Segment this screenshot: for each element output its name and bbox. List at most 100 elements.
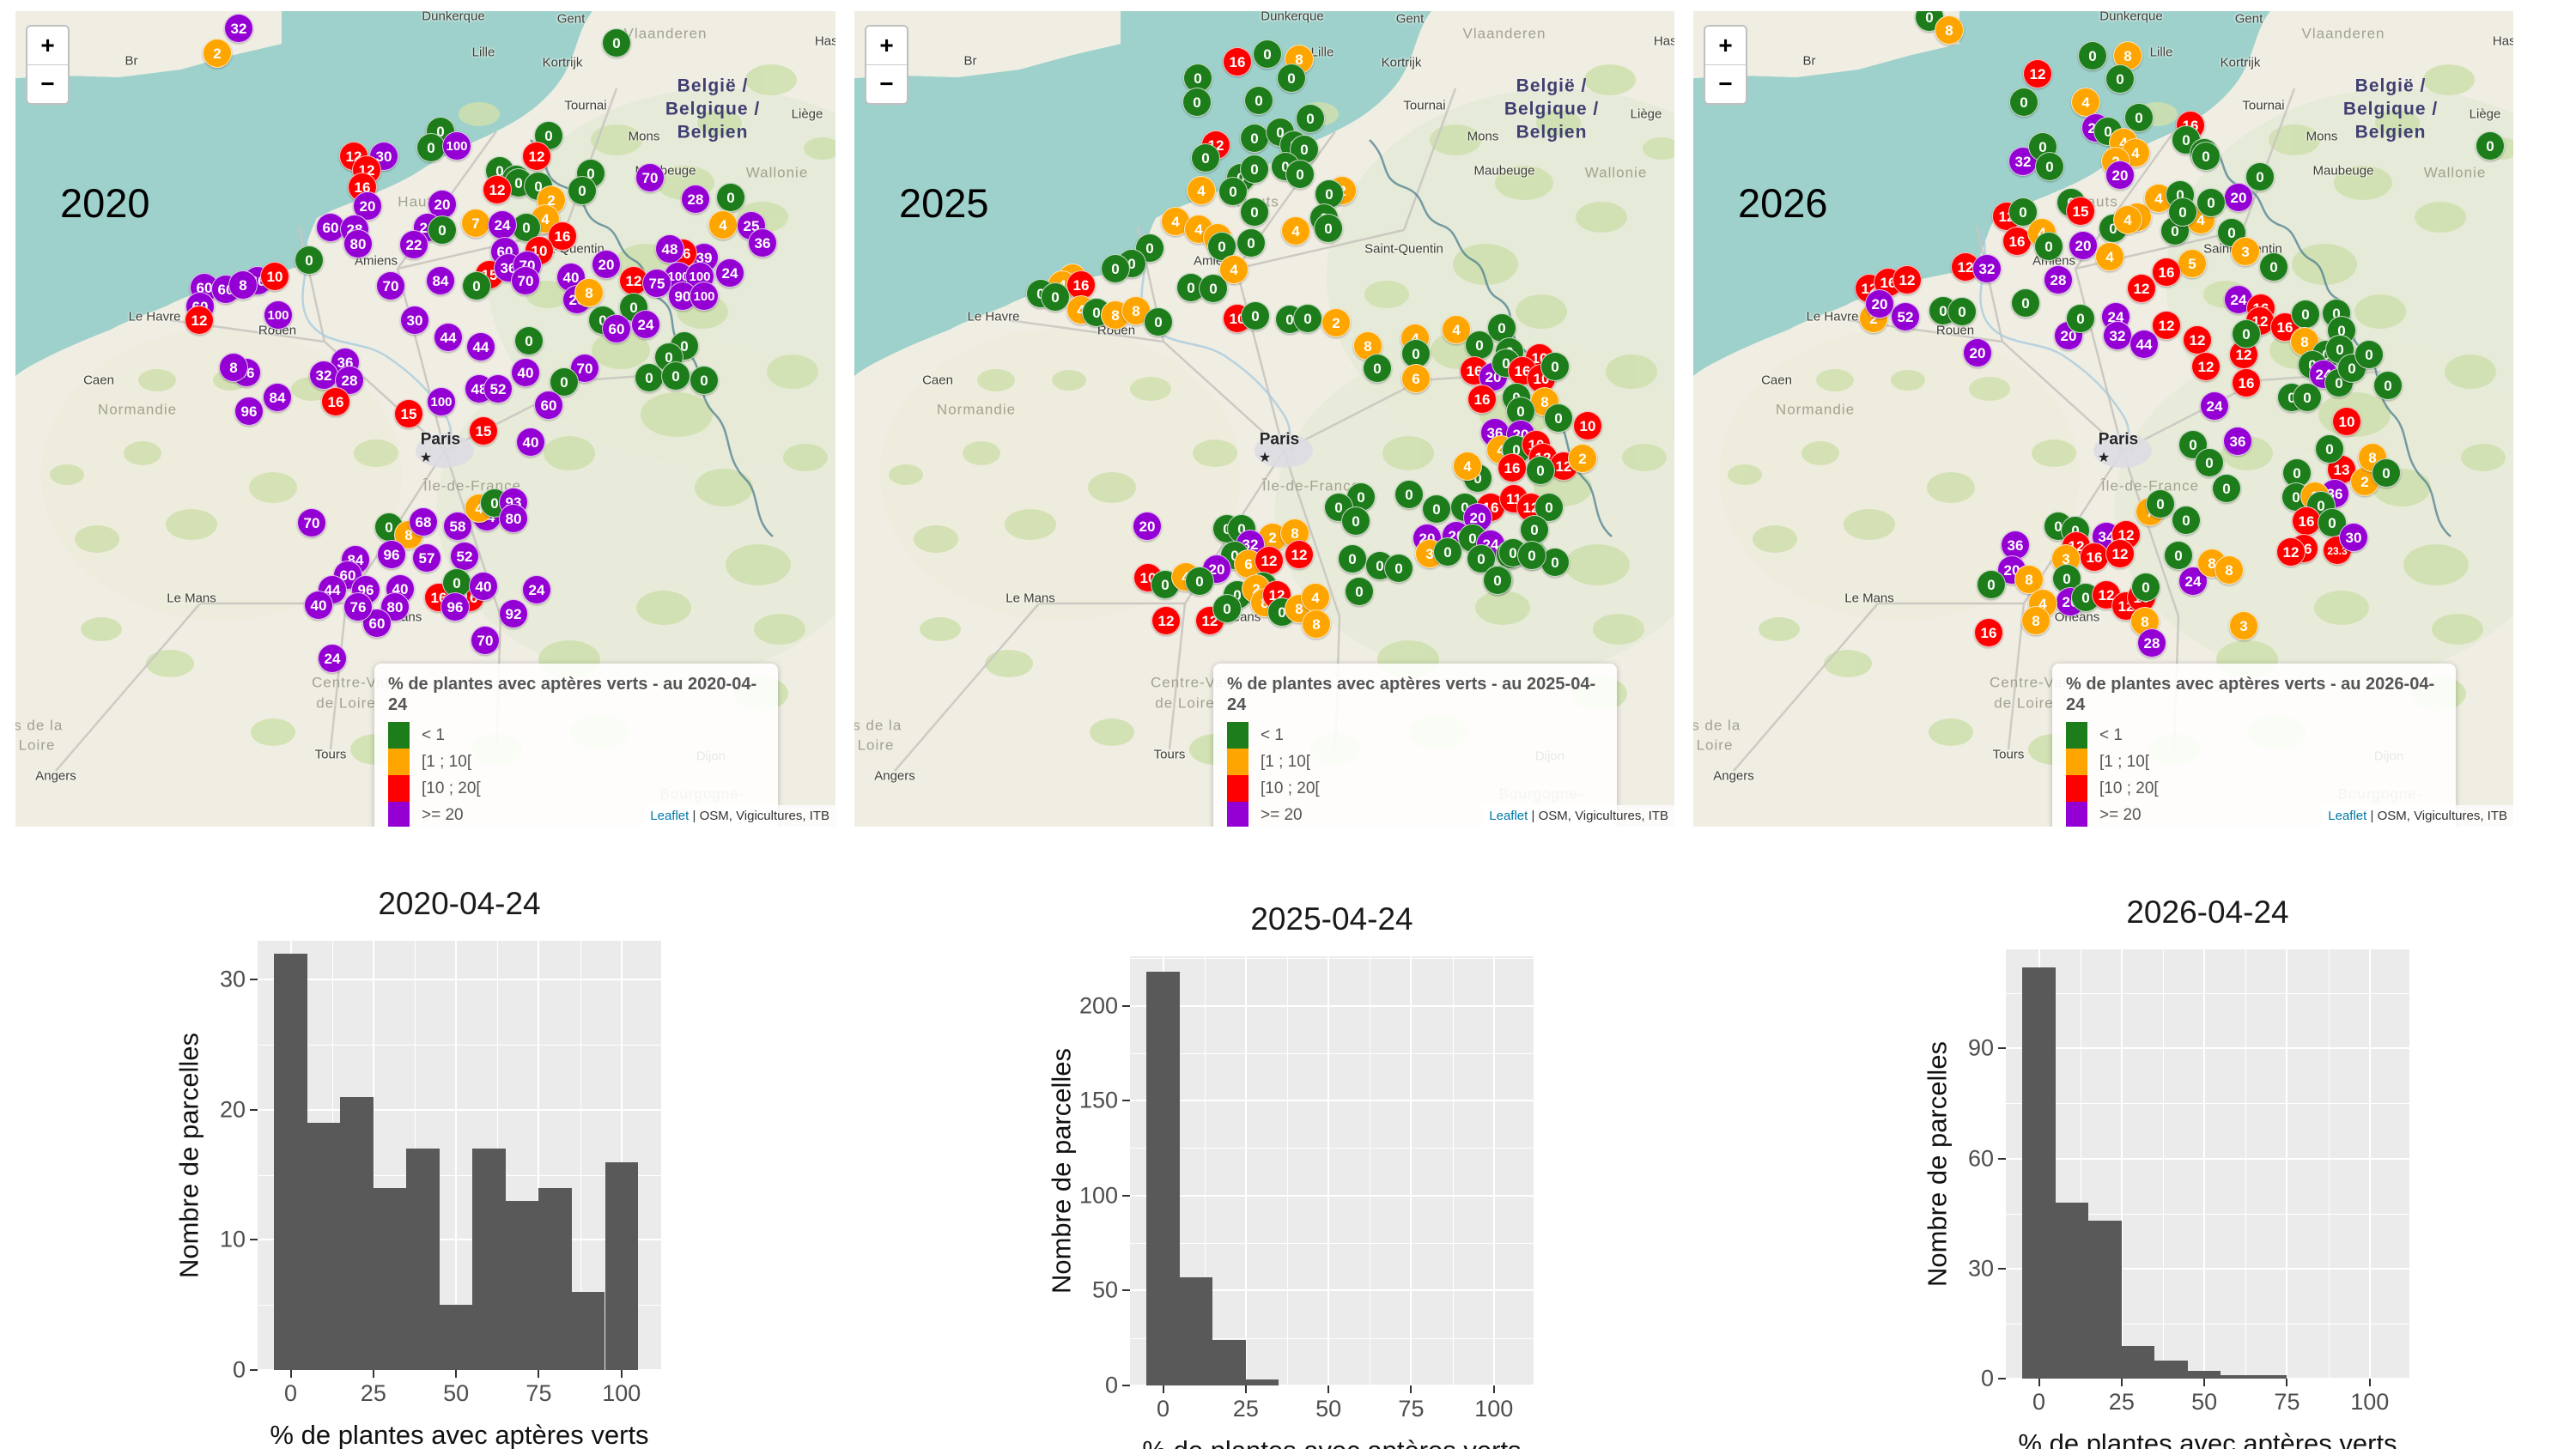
map-marker[interactable]: 0 <box>1977 570 2006 599</box>
map-marker[interactable]: 0 <box>690 366 719 395</box>
map-marker[interactable]: 100 <box>427 387 456 416</box>
map-marker[interactable]: 12 <box>2127 274 2156 303</box>
map-marker[interactable]: 80 <box>343 229 373 258</box>
map-marker[interactable]: 0 <box>1394 480 1424 509</box>
map-marker[interactable]: 0 <box>2178 430 2208 459</box>
map-marker[interactable]: 0 <box>2232 319 2261 349</box>
map-marker[interactable]: 0 <box>2066 304 2095 333</box>
map-marker[interactable]: 3 <box>2231 237 2260 266</box>
map-marker[interactable]: 0 <box>1212 594 1242 623</box>
map-marker[interactable]: 12 <box>1255 546 1284 575</box>
map-marker[interactable]: 70 <box>471 626 500 655</box>
leaflet-link[interactable]: Leaflet <box>1489 808 1528 823</box>
map-marker[interactable]: 0 <box>2146 489 2175 518</box>
map-marker[interactable]: 40 <box>516 427 545 457</box>
map-marker[interactable]: 24 <box>318 644 347 673</box>
map-marker[interactable]: 0 <box>1947 297 1977 326</box>
map-marker[interactable]: 0 <box>1293 304 1322 333</box>
map-marker[interactable]: 20 <box>2069 231 2098 260</box>
zoom-in-button[interactable]: + <box>866 27 907 64</box>
map-marker[interactable]: 40 <box>469 572 498 601</box>
map-marker[interactable]: 0 <box>2191 142 2221 171</box>
map-marker[interactable]: 0 <box>2034 232 2063 261</box>
map-marker[interactable]: 4 <box>1301 583 1330 612</box>
map-marker[interactable]: 96 <box>377 540 406 569</box>
map-marker[interactable]: 0 <box>2315 434 2344 464</box>
map-marker[interactable]: 0 <box>1433 537 1462 567</box>
map-marker[interactable]: 2 <box>1321 308 1351 337</box>
map-marker[interactable]: 57 <box>412 543 441 573</box>
map-marker[interactable]: 0 <box>416 133 446 162</box>
map-marker[interactable]: 0 <box>1191 143 1220 173</box>
map-marker[interactable]: 8 <box>1302 609 1331 639</box>
map-marker[interactable]: 30 <box>2339 523 2368 552</box>
map-marker[interactable]: 0 <box>1544 403 1573 433</box>
map-marker[interactable]: 52 <box>483 374 513 403</box>
map-marker[interactable]: 52 <box>1891 302 1920 331</box>
map-marker[interactable]: 0 <box>1285 160 1315 189</box>
map-marker[interactable]: 0 <box>1520 515 1549 544</box>
map-marker[interactable]: 0 <box>295 246 324 275</box>
map-marker[interactable]: 44 <box>434 323 463 352</box>
map-marker[interactable]: 16 <box>2080 543 2109 572</box>
map-marker[interactable]: 12 <box>2191 352 2221 381</box>
map-marker[interactable]: 16 <box>1974 618 2003 647</box>
map-marker[interactable]: 0 <box>1240 124 1269 153</box>
map-marker[interactable]: 0 <box>1384 554 1413 583</box>
map-marker[interactable]: 0 <box>716 183 745 212</box>
map-marker[interactable]: 68 <box>409 507 438 537</box>
map-marker[interactable]: 8 <box>2215 555 2244 585</box>
map-marker[interactable]: 20 <box>353 191 382 221</box>
map-marker[interactable]: 12 <box>1285 540 1314 569</box>
map-marker[interactable]: 28 <box>681 185 710 214</box>
leaflet-link[interactable]: Leaflet <box>650 808 690 823</box>
map-marker[interactable]: 0 <box>2293 383 2322 412</box>
map-marker[interactable]: 4 <box>708 210 738 239</box>
map-marker[interactable]: 76 <box>343 592 373 621</box>
map-marker[interactable]: 0 <box>1236 228 1266 258</box>
map-marker[interactable]: 44 <box>2129 330 2159 359</box>
map-marker[interactable]: 10 <box>2332 407 2361 436</box>
map-marker[interactable]: 0 <box>568 176 597 205</box>
map-marker[interactable]: 15 <box>394 399 423 428</box>
map-marker[interactable]: 24 <box>715 258 744 288</box>
map-marker[interactable]: 4 <box>2071 88 2100 117</box>
map-marker[interactable]: 0 <box>1314 214 1343 243</box>
map-marker[interactable]: 16 <box>2292 506 2321 536</box>
map-marker[interactable]: 60 <box>602 314 631 343</box>
map-marker[interactable]: 20 <box>1133 512 1162 541</box>
zoom-out-button[interactable]: − <box>1705 65 1746 103</box>
map-marker[interactable]: 0 <box>1483 566 1512 595</box>
zoom-in-button[interactable]: + <box>27 27 68 64</box>
map-marker[interactable]: 0 <box>1277 64 1306 93</box>
map-marker[interactable]: 75 <box>642 269 671 298</box>
map-marker[interactable]: 0 <box>2124 103 2154 132</box>
map-marker[interactable]: 0 <box>1218 177 1248 206</box>
map-marker[interactable]: 12 <box>2105 539 2135 568</box>
map-marker[interactable]: 0 <box>2291 300 2320 329</box>
map-marker[interactable]: 32 <box>1972 254 2002 283</box>
map-marker[interactable]: 15 <box>2066 197 2095 226</box>
map-marker[interactable]: 24 <box>522 575 551 604</box>
zoom-in-button[interactable]: + <box>1705 27 1746 64</box>
map-marker[interactable]: 2 <box>203 39 232 68</box>
map-marker[interactable]: 0 <box>1465 330 1494 360</box>
map-marker[interactable]: 100 <box>442 131 471 161</box>
map-marker[interactable]: 0 <box>514 326 544 355</box>
map-marker[interactable]: 0 <box>2164 541 2193 570</box>
map-marker[interactable]: 0 <box>1244 86 1273 115</box>
map-marker[interactable]: 20 <box>1963 338 1992 367</box>
map-marker[interactable]: 0 <box>1185 567 1214 596</box>
map-marker[interactable]: 40 <box>511 358 540 387</box>
map-marker[interactable]: 60 <box>534 391 563 420</box>
map-marker[interactable]: 70 <box>635 163 665 192</box>
map-marker[interactable]: 10 <box>1573 411 1602 440</box>
map-marker[interactable]: 84 <box>263 383 292 412</box>
map-marker[interactable]: 0 <box>2245 162 2275 191</box>
map-marker[interactable]: 0 <box>462 271 491 300</box>
map-marker[interactable]: 30 <box>400 306 429 335</box>
map-marker[interactable]: 0 <box>1182 88 1212 117</box>
map-marker[interactable]: 40 <box>304 591 333 620</box>
map-marker[interactable]: 0 <box>2172 506 2201 535</box>
map-marker[interactable]: 8 <box>574 278 604 307</box>
